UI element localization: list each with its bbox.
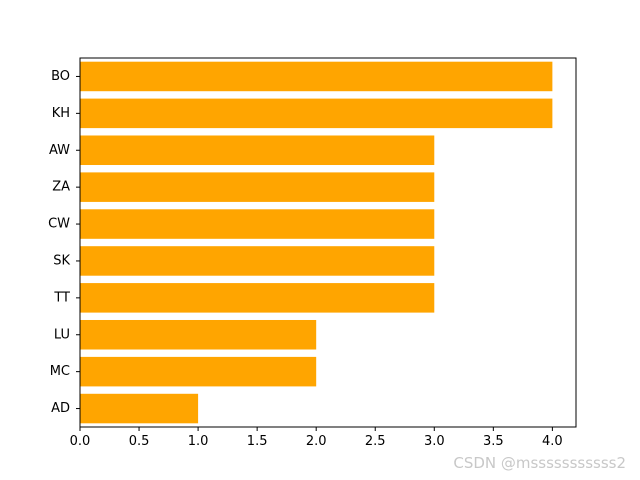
x-tick-label: 2.5 xyxy=(365,434,386,449)
bar-cw xyxy=(80,209,435,239)
bar-bo xyxy=(80,61,553,92)
y-tick-label: KH xyxy=(52,106,70,121)
bar-sk xyxy=(80,246,435,276)
bar-aw xyxy=(80,135,435,166)
x-tick-label: 0.5 xyxy=(129,434,150,449)
y-tick-label: ZA xyxy=(52,180,70,195)
bar-tt xyxy=(80,283,435,313)
axes-frame xyxy=(79,57,577,428)
bar-ad xyxy=(80,393,199,424)
y-tick-label: CW xyxy=(48,217,70,232)
y-tick-label: LU xyxy=(54,327,70,342)
x-tick-label: 3.5 xyxy=(483,434,504,449)
bars-group xyxy=(80,61,553,424)
x-tick-label: 0.0 xyxy=(70,434,91,449)
bar-za xyxy=(80,172,435,202)
x-tick-label: 4.0 xyxy=(542,434,563,449)
x-tick-label: 1.0 xyxy=(188,434,209,449)
y-tick-label: AW xyxy=(49,143,70,158)
x-tick-label: 2.0 xyxy=(306,434,327,449)
watermark-text: CSDN @msssssssssss2 xyxy=(453,454,626,472)
bar-kh xyxy=(80,98,553,129)
bar-mc xyxy=(80,356,317,387)
y-tick-label: SK xyxy=(53,253,70,268)
y-tick-label: TT xyxy=(53,290,70,305)
x-tick-label: 1.5 xyxy=(247,434,268,449)
y-tick-label: BO xyxy=(51,69,70,84)
y-axis: AD MC LU TT SK CW ZA AW KH BO xyxy=(48,69,80,416)
y-tick-label: MC xyxy=(50,364,70,379)
x-axis: 0.0 0.5 1.0 1.5 2.0 2.5 3.0 3.5 4.0 xyxy=(70,427,563,449)
x-tick-label: 3.0 xyxy=(424,434,445,449)
y-tick-label: AD xyxy=(51,401,70,416)
bar-lu xyxy=(80,319,317,350)
